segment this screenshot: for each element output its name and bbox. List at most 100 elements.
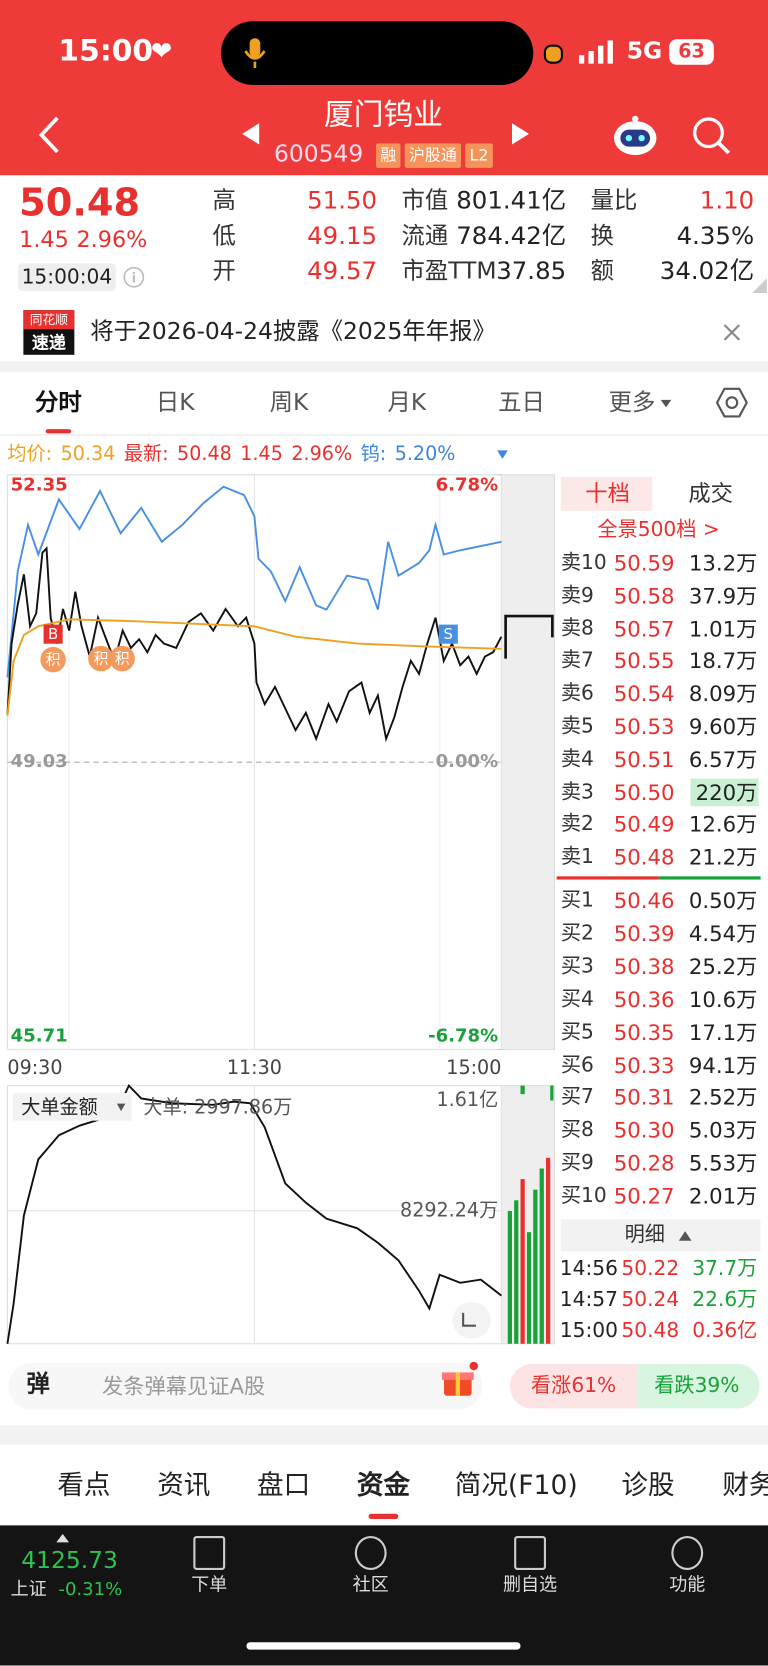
stat-label: 市盈TTM (401, 258, 497, 285)
chart-tab[interactable]: 日K (155, 389, 195, 417)
bottom-tab[interactable]: 资讯 (157, 1469, 211, 1501)
expand-button[interactable] (452, 1302, 491, 1339)
bottom-tab[interactable]: 诊股 (621, 1469, 675, 1501)
stock-tag: 融 (376, 143, 401, 168)
divider (0, 434, 768, 436)
nav-label[interactable]: 删自选 (502, 1574, 558, 1597)
y-tick-label: 49.03 (11, 751, 68, 772)
nav-icon[interactable] (354, 1535, 387, 1570)
stock-code: 600549 (274, 141, 364, 168)
book-volume: 5.53万 (688, 1150, 758, 1177)
chart-tab[interactable]: 月K (387, 389, 427, 417)
book-level: 买3 (560, 954, 594, 978)
x-tick-label: 09:30 (7, 1056, 62, 1079)
bottom-tab[interactable]: 资金 (356, 1469, 411, 1501)
chart-tab[interactable]: 更多 (608, 389, 656, 417)
nav-label[interactable]: 社区 (352, 1574, 389, 1597)
bottom-tab[interactable]: 简况(F10) (454, 1469, 578, 1501)
book-level: 卖9 (560, 583, 594, 607)
book-tab[interactable]: 十档 (585, 480, 630, 507)
settings-icon[interactable] (715, 387, 748, 419)
next-stock[interactable] (510, 121, 531, 146)
book-price: 50.38 (613, 953, 675, 980)
trade-volume: 37.7万 (692, 1257, 758, 1281)
legend-value: 1.45 (240, 442, 283, 466)
bull-bg (509, 1363, 638, 1409)
nav-icon[interactable] (193, 1535, 226, 1570)
book-volume: 1.01万 (688, 615, 758, 642)
nav-icon[interactable] (514, 1535, 546, 1570)
bull-button[interactable]: 看涨61% (530, 1374, 617, 1398)
last-price: 50.48 (19, 181, 141, 226)
legend-arrow[interactable] (497, 450, 508, 459)
chart-tab[interactable]: 五日 (498, 389, 545, 417)
book-price: 50.59 (613, 550, 675, 576)
danmu-input[interactable]: 发条弹幕见证A股 (101, 1373, 266, 1399)
book-price: 50.39 (613, 920, 675, 947)
gift-icon[interactable] (440, 1361, 479, 1400)
danmu-box[interactable] (8, 1362, 483, 1410)
stock-tag: 沪股通 (404, 143, 462, 168)
stat-value: 37.85 (496, 257, 567, 286)
mic-icon (244, 38, 266, 68)
book-price: 50.55 (613, 648, 675, 674)
nav-label[interactable]: 功能 (669, 1574, 706, 1597)
quote-time: 15:00:04 (18, 263, 116, 292)
bottom-tab[interactable]: 看点 (57, 1469, 111, 1501)
nav-icon[interactable] (671, 1535, 704, 1570)
legend: 均价: 50.34 最新: 50.48 1.45 2.96% 钨: 5.20% (7, 445, 455, 464)
book-price: 50.57 (613, 615, 675, 642)
panel-title-arrow (116, 1103, 126, 1112)
book-price: 50.58 (613, 582, 675, 609)
bottom-tab[interactable]: 盘口 (257, 1469, 311, 1501)
detail-arrow (678, 1231, 692, 1241)
robot-icon[interactable] (612, 115, 659, 157)
tab-bg (560, 476, 653, 511)
detail-label[interactable]: 明细 (624, 1223, 665, 1247)
book-volume: 6.57万 (688, 746, 758, 773)
book-tab[interactable]: 成交 (688, 480, 733, 507)
book-price: 50.30 (613, 1117, 675, 1144)
book-level: 买1 (560, 888, 594, 912)
info-icon[interactable] (123, 266, 145, 288)
stat-value: 51.50 (307, 187, 378, 216)
y-tick-label: 45.71 (11, 1026, 68, 1047)
chart-tab[interactable]: 周K (269, 389, 309, 417)
stat-value: 49.15 (307, 222, 378, 251)
close-notice[interactable] (722, 323, 741, 342)
book-level: 买6 (560, 1052, 594, 1077)
stat-label: 换 (590, 223, 614, 250)
book-level: 卖8 (560, 616, 594, 640)
search-icon[interactable] (690, 115, 732, 157)
volume-highlight (690, 778, 759, 806)
book-volume: 10.6万 (688, 986, 758, 1012)
legend-label: 钨: (360, 442, 387, 466)
book-price: 50.31 (613, 1084, 675, 1111)
nav-label[interactable]: 下单 (191, 1574, 228, 1597)
index-change: -0.31% (58, 1579, 123, 1601)
tab-underline (45, 429, 72, 434)
book-divider (556, 876, 659, 880)
book-level: 卖5 (560, 714, 594, 738)
x-tick-label: 11:30 (227, 1056, 282, 1079)
prev-stock[interactable] (240, 121, 261, 146)
back-button[interactable] (36, 115, 61, 155)
book-level: 卖1 (560, 845, 594, 869)
y2-tick-label: 6.78% (436, 474, 499, 495)
depth-link[interactable]: 全景500档 > (597, 517, 720, 542)
book-price: 50.53 (613, 713, 675, 740)
y-tick-label: 52.35 (11, 474, 68, 495)
trade-price: 50.48 (621, 1318, 680, 1343)
stat-label: 流通 (401, 223, 449, 250)
book-volume: 0.50万 (688, 888, 758, 914)
danmu-icon: 弹 (26, 1371, 50, 1398)
chart-tab[interactable]: 分时 (35, 389, 82, 417)
signal-icon (578, 40, 613, 64)
index-arrow (56, 1533, 70, 1543)
bottom-tab[interactable]: 财务 (722, 1469, 768, 1501)
book-volume: 5.03万 (688, 1117, 758, 1144)
bear-button[interactable]: 看跌39% (654, 1374, 740, 1398)
index-value[interactable]: 4125.73 (21, 1547, 118, 1575)
more-arrow (660, 399, 672, 408)
